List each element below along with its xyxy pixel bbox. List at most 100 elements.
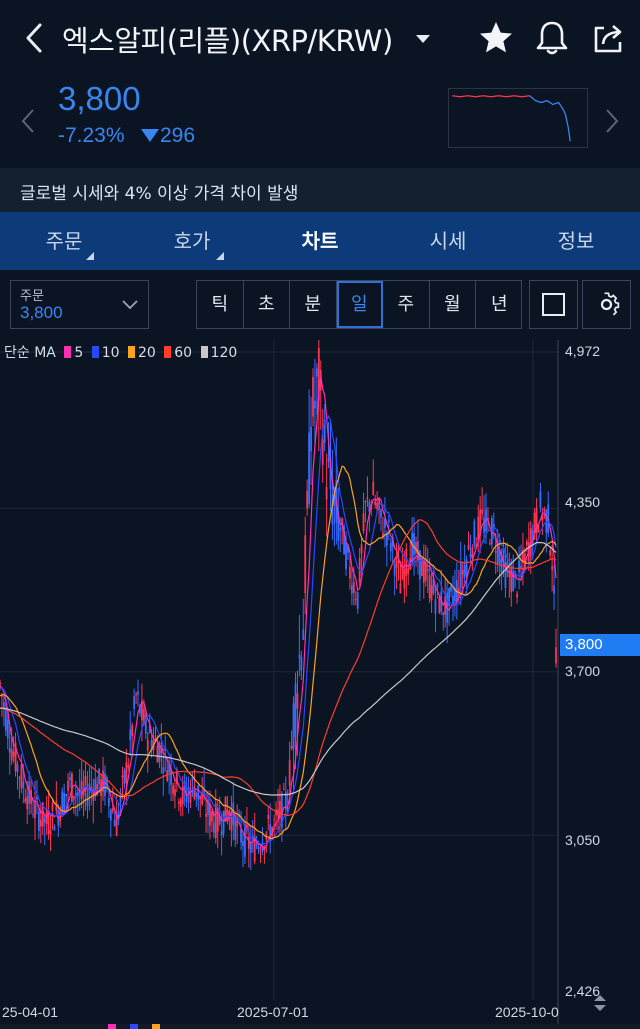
period-day[interactable]: 일	[336, 281, 383, 328]
candle-body	[121, 775, 124, 778]
chart-canvas[interactable]	[0, 340, 640, 1029]
candle-body	[39, 820, 42, 827]
candle-body	[174, 789, 176, 797]
ma20-swatch	[127, 346, 135, 358]
chart-grid	[0, 340, 559, 1029]
ma120-label: 120	[210, 345, 238, 361]
candle-body	[399, 583, 402, 594]
candle-body	[374, 500, 377, 505]
candlestick-chart[interactable]: 단순 MA 5 10 20 60 120 4,972 4,350 3,700 3…	[0, 340, 640, 1029]
candle-body	[327, 458, 330, 462]
period-second[interactable]: 초	[244, 281, 290, 328]
share-icon[interactable]	[588, 18, 628, 58]
order-price-select[interactable]: 주문 3,800	[10, 280, 149, 329]
candle-body	[422, 561, 425, 583]
period-tick[interactable]: 틱	[197, 281, 244, 328]
candle-body	[315, 368, 318, 377]
candle-body	[411, 532, 414, 562]
square-icon	[542, 293, 565, 316]
chevron-left-icon[interactable]	[16, 106, 40, 136]
candle-body	[4, 710, 7, 731]
candle-body	[220, 831, 223, 836]
candle-body	[146, 739, 149, 751]
chevron-down-icon	[122, 300, 138, 310]
price-gap-notice[interactable]: 글로벌 시세와 4% 이상 가격 차이 발생	[0, 168, 640, 212]
candle-body	[234, 815, 237, 840]
candle-body	[372, 481, 375, 496]
tab-orderbook[interactable]: 호가	[128, 212, 256, 270]
candle-body	[41, 802, 44, 827]
candle-body	[191, 777, 194, 781]
y-tick-label: 3,050	[565, 832, 601, 848]
mini-chart[interactable]	[448, 88, 588, 148]
chevron-left-icon[interactable]	[14, 18, 54, 58]
period-month[interactable]: 월	[430, 281, 476, 328]
candle-body	[282, 788, 285, 790]
candle-body	[292, 703, 295, 750]
candle-body	[141, 700, 143, 721]
candle-body	[18, 777, 21, 779]
candle-body	[473, 521, 476, 546]
chevron-right-icon[interactable]	[600, 106, 624, 136]
candle-body	[461, 569, 464, 575]
candle-body	[444, 596, 447, 615]
candle-body	[37, 812, 40, 831]
chart-toolbar: 주문 3,800 틱 초 분 일 주 월 년	[0, 270, 640, 340]
candle-body	[452, 595, 454, 605]
fullscreen-button[interactable]	[529, 280, 578, 329]
candle-body	[366, 497, 369, 499]
bell-icon[interactable]	[532, 18, 572, 58]
ma5-swatch	[64, 346, 72, 358]
x-tick-label: 2025-10-0	[495, 1004, 559, 1020]
candle-body	[487, 517, 489, 521]
ma-legend[interactable]: 단순 MA 5 10 20 60 120	[4, 342, 237, 362]
tab-label: 차트	[301, 229, 339, 253]
tab-label: 호가	[173, 229, 211, 253]
candle-body	[24, 798, 27, 802]
candle-body	[310, 426, 312, 452]
candle-body	[312, 377, 314, 417]
candle-body	[306, 490, 309, 509]
tab-info[interactable]: 정보	[512, 212, 640, 270]
candle-body	[481, 509, 484, 514]
candle-body	[407, 568, 410, 574]
candle-body	[354, 598, 357, 600]
candle-body	[284, 791, 287, 810]
period-week[interactable]: 주	[383, 281, 430, 328]
candle-body	[185, 794, 188, 802]
period-year[interactable]: 년	[490, 294, 508, 315]
candle-body	[403, 568, 406, 589]
candle-body	[162, 767, 165, 774]
chart-settings-button[interactable]	[582, 280, 631, 329]
caret-down-icon[interactable]	[414, 30, 432, 48]
ma10-line	[0, 414, 557, 845]
triangle-down-icon	[141, 129, 159, 142]
candle-body	[424, 562, 427, 581]
tab-quotes[interactable]: 시세	[384, 212, 512, 270]
candle-body	[298, 654, 301, 658]
candle-body	[467, 545, 470, 549]
candle-body	[553, 585, 555, 594]
candle-body	[240, 829, 242, 843]
period-minute[interactable]: 분	[290, 281, 337, 328]
candle-body	[28, 781, 31, 804]
header: 엑스알피(리플)(XRP/KRW)	[0, 0, 640, 78]
chart-resize-handle-icon[interactable]	[589, 992, 611, 1014]
star-icon[interactable]	[476, 18, 516, 58]
candle-body	[518, 560, 520, 573]
candle-body	[426, 568, 429, 572]
candle-body	[244, 823, 246, 857]
candle-body	[125, 762, 128, 784]
page-title[interactable]: 엑스알피(리플)(XRP/KRW)	[62, 24, 393, 58]
tab-order[interactable]: 주문	[0, 212, 128, 270]
ma60-line	[0, 519, 557, 817]
tab-chart[interactable]: 차트	[256, 212, 384, 270]
candle-body	[63, 793, 66, 812]
candle-body	[211, 811, 213, 822]
candle-body	[214, 803, 217, 838]
candle-body	[483, 517, 485, 533]
candle-body	[115, 814, 118, 836]
candle-body	[545, 510, 548, 533]
candle-body	[275, 809, 277, 816]
candle-body	[113, 819, 116, 827]
